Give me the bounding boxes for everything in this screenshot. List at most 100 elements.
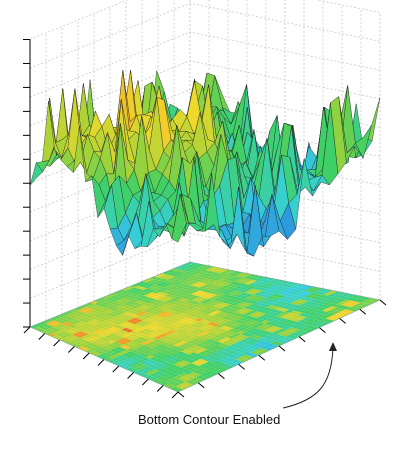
contour-cell [130,320,139,325]
contour-cell [169,307,178,311]
contour-cell [209,336,219,341]
contour-cell [289,304,299,308]
contour-cell [319,321,330,326]
contour-cell [125,351,135,355]
contour-cell [134,366,144,371]
callout-line [282,345,334,409]
contour-cell [247,345,257,349]
contour-cell [238,346,248,350]
contour-cell [180,352,189,357]
contour-cell [162,370,172,375]
contour-cell [61,321,70,326]
contour-cell [257,290,267,294]
contour-cell [185,322,195,326]
contour-cell [195,358,205,363]
contour-cell [86,308,95,312]
contour-cell [262,291,272,295]
contour-cell [340,312,350,317]
contour-cell [170,338,179,342]
contour-cell [257,281,267,285]
contour-cell [307,315,317,319]
contour-cell [160,308,170,312]
contour-cell [174,375,183,379]
contour-cell [45,325,54,329]
contour-cell [147,298,157,302]
contour-cell [167,278,177,282]
contour-cell [169,360,179,365]
contour-cell [106,306,115,310]
contour-cell [142,350,152,354]
contour-cell [229,321,239,326]
contour-cell [74,307,83,311]
contour-cell [276,285,286,289]
contour-cell [234,341,244,345]
contour-cell [102,299,111,303]
contour-cell [163,277,172,280]
contour-cell [197,274,207,278]
contour-cell [118,344,128,349]
contour-cell [168,364,178,369]
contour-cell [147,316,157,320]
contour-cell [177,286,186,289]
contour-cell [160,293,170,296]
contour-cell [308,302,318,306]
contour-cell [53,328,61,332]
contour-cell [260,323,270,328]
grid-line [29,2,381,69]
contour-cell [171,382,181,387]
contour-cell [217,358,227,363]
contour-cell [114,300,123,304]
contour-cell [262,338,272,343]
contour-cell [192,334,202,339]
contour-cell [122,318,131,322]
y-axis-tick [177,391,185,398]
contour-cell [158,278,168,282]
contour-cell [269,322,279,327]
contour-cell [248,310,258,314]
contour-cell [167,275,176,279]
contour-cell [139,304,149,308]
contour-cell [60,328,69,332]
contour-cell [235,300,245,304]
contour-cell [208,309,218,313]
contour-cell [101,327,110,331]
contour-cell [165,300,174,304]
contour-cell [292,318,303,322]
contour-cell [147,286,156,290]
contour-cell [86,346,95,350]
contour-cell [189,381,199,386]
contour-cell [122,290,131,294]
contour-cell [185,318,195,323]
contour-cell [143,346,152,351]
contour-cell [146,281,155,284]
contour-cell [158,356,167,360]
contour-cell [276,335,286,339]
contour-cell [151,314,161,319]
contour-cell [90,310,99,314]
contour-cell [234,344,244,349]
contour-cell [248,291,258,295]
contour-cell [276,301,286,305]
contour-cell [49,326,58,331]
contour-cell [190,304,200,308]
contour-cell [164,362,174,367]
contour-cell [66,310,74,314]
contour-cell [195,290,204,294]
contour-cell [147,364,157,368]
contour-cell [113,321,123,325]
contour-cell [235,294,245,298]
contour-cell [251,321,261,325]
contour-cell [234,316,244,320]
contour-cell [173,315,182,319]
contour-cell [41,326,50,331]
contour-cell [259,330,269,334]
contour-cell [252,280,262,284]
contour-cell [173,290,182,294]
contour-cell [185,285,195,289]
contour-cell [250,327,260,332]
contour-cell [290,285,300,289]
contour-cell [263,331,273,336]
contour-cell [242,325,252,329]
contour-cell [238,278,248,281]
contour-cell [345,307,356,311]
